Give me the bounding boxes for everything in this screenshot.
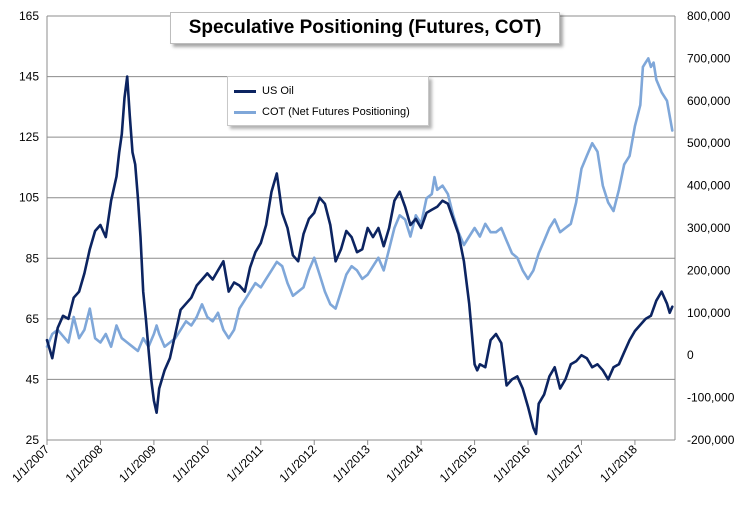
chart-title-box: Speculative Positioning (Futures, COT) <box>170 12 560 44</box>
right-tick-label: 200,000 <box>687 263 731 277</box>
right-tick-label: 300,000 <box>687 221 731 235</box>
left-tick-label: 145 <box>19 70 39 84</box>
left-tick-label: 45 <box>26 372 40 386</box>
legend-label-us-oil: US Oil <box>262 85 294 97</box>
legend-label-cot: COT (Net Futures Positioning) <box>262 106 410 118</box>
right-axis: -200,000 -100,000 0 100,000 200,000 300,000 40… <box>687 9 735 447</box>
right-tick-label: 600,000 <box>687 94 731 108</box>
series-line-cot <box>45 57 674 353</box>
legend: US Oil COT (Net Futures Positioning) <box>227 76 429 126</box>
legend-swatch-us-oil <box>234 89 256 93</box>
right-tick-label: 0 <box>687 348 694 362</box>
right-tick-label: 400,000 <box>687 179 731 193</box>
right-tick-label: 100,000 <box>687 306 731 320</box>
legend-swatch-cot <box>234 110 256 114</box>
left-axis: 25 45 65 85 105 125 145 165 <box>19 9 39 447</box>
left-tick-label: 165 <box>19 9 39 23</box>
series-line-us-oil <box>45 75 674 436</box>
legend-item-cot: COT (Net Futures Positioning) <box>234 104 410 120</box>
left-tick-label: 65 <box>26 312 40 326</box>
chart-title: Speculative Positioning (Futures, COT) <box>188 17 542 38</box>
left-tick-label: 105 <box>19 191 39 205</box>
gridlines <box>46 15 676 441</box>
right-tick-label: 800,000 <box>687 9 731 23</box>
legend-item-us-oil: US Oil <box>234 83 294 99</box>
left-tick-label: 25 <box>26 433 40 447</box>
left-tick-label: 85 <box>26 251 40 265</box>
right-tick-label: -100,000 <box>687 391 735 405</box>
right-tick-label: 500,000 <box>687 136 731 150</box>
right-tick-label: 700,000 <box>687 51 731 65</box>
series-layer <box>45 57 674 436</box>
right-tick-label: -200,000 <box>687 433 735 447</box>
left-tick-label: 125 <box>19 130 39 144</box>
